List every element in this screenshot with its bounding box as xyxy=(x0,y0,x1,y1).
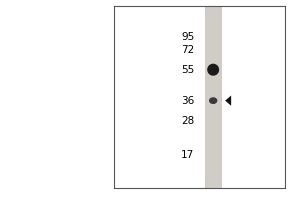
Text: 17: 17 xyxy=(181,150,194,160)
Text: 72: 72 xyxy=(181,45,194,55)
Text: 28: 28 xyxy=(181,116,194,126)
Ellipse shape xyxy=(209,97,218,104)
Ellipse shape xyxy=(207,64,219,76)
Text: 55: 55 xyxy=(181,65,194,75)
Polygon shape xyxy=(225,96,231,106)
Text: 95: 95 xyxy=(181,32,194,42)
Text: 36: 36 xyxy=(181,96,194,106)
Bar xyxy=(205,6,222,188)
